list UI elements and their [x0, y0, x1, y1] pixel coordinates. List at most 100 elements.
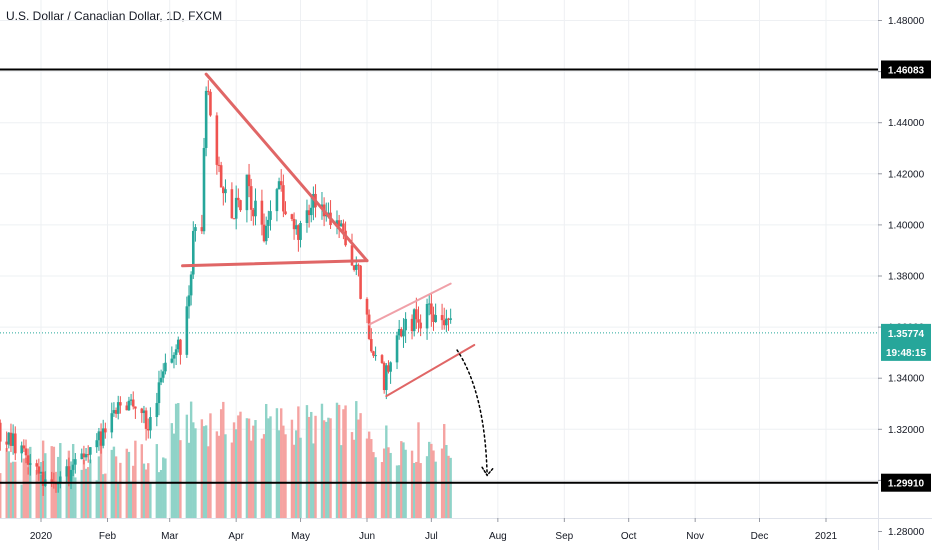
volume-bar: [322, 420, 326, 518]
volume-bar: [170, 423, 174, 518]
candle-body: [59, 476, 62, 483]
volume-bar: [219, 409, 223, 518]
volume-bar: [104, 473, 107, 518]
candle-body: [269, 211, 272, 220]
volume-bar: [164, 458, 167, 518]
candle-body: [245, 174, 249, 211]
candle-body: [415, 309, 418, 320]
candle-body: [144, 410, 148, 429]
volume-bar: [297, 406, 300, 518]
candle-body: [82, 453, 86, 458]
time-axis-tick-label: Feb: [99, 531, 117, 542]
volume-bar: [245, 418, 249, 518]
volume-bar: [9, 462, 13, 518]
candle-body: [264, 225, 268, 242]
volume-bar: [307, 416, 311, 518]
candle-body: [359, 265, 362, 299]
volume-bar: [189, 401, 193, 518]
candle-body: [69, 469, 73, 482]
candle-body: [164, 362, 167, 372]
candle-body: [9, 432, 13, 446]
candle-body: [80, 453, 84, 460]
channel-upper-line: [368, 282, 452, 326]
volume-bar: [380, 462, 384, 518]
candle-body: [277, 181, 281, 190]
volume-bar: [200, 419, 204, 518]
candle-body: [50, 479, 54, 482]
candle-body: [380, 355, 384, 363]
volume-bar: [202, 426, 206, 518]
candle-body: [187, 295, 191, 307]
volume-bar: [400, 441, 403, 518]
candle-body: [427, 303, 431, 305]
volume-bar: [224, 434, 227, 518]
volume-bar: [305, 405, 309, 518]
candle-body: [222, 187, 225, 194]
time-axis-labels: 2020 Feb Mar Apr May Jun Jul Aug Sep Oct Nov Dec 202…: [30, 518, 838, 542]
volume-bar: [260, 438, 264, 518]
volume-bar: [295, 430, 298, 518]
candle-body: [185, 306, 189, 355]
volume-bar: [397, 465, 401, 518]
time-axis-tick-label: Dec: [751, 531, 769, 542]
volume-bar: [432, 450, 435, 518]
volume-bar: [149, 482, 152, 518]
volume-bar: [269, 416, 272, 518]
volume-bar: [179, 440, 182, 518]
candle-body: [140, 408, 144, 414]
candle-body: [307, 210, 311, 216]
volume-bar: [127, 451, 131, 518]
volume-bar: [449, 457, 452, 518]
volume-bar: [187, 442, 191, 518]
candle-body: [67, 466, 71, 482]
volume-bar: [312, 443, 315, 518]
candle-body: [434, 315, 437, 323]
candle-body: [20, 445, 23, 454]
candle-body: [146, 428, 150, 431]
volume-bar: [24, 457, 28, 518]
candle-body: [206, 90, 210, 92]
candle-body: [275, 189, 279, 212]
level-price-badge-label: 1.46083: [888, 65, 925, 76]
candle-body: [112, 410, 116, 414]
volume-bar: [447, 455, 450, 518]
candle-body: [350, 245, 354, 266]
volume-bar: [110, 449, 113, 518]
candle-body: [200, 227, 204, 232]
candle-body: [232, 218, 236, 220]
candle-body: [74, 459, 77, 465]
chart-title: U.S. Dollar / Canadian Dollar, 1D, FXCM: [6, 9, 223, 23]
drawings: [181, 72, 494, 477]
volume-bar: [26, 467, 30, 518]
volume-bar: [325, 421, 328, 518]
candle-body: [26, 455, 30, 465]
candle-body: [372, 351, 375, 356]
volume-bar: [280, 408, 283, 518]
volume-bar: [95, 480, 98, 518]
candle-body: [247, 174, 251, 187]
volume-bar: [417, 422, 420, 518]
volume-bar: [117, 481, 120, 518]
candle-body: [412, 309, 416, 332]
volume-bar: [37, 466, 41, 518]
candle-body: [297, 225, 300, 240]
volume-bar: [327, 417, 330, 518]
grid: [0, 0, 878, 532]
candle-body: [161, 371, 165, 378]
candle-body: [204, 90, 208, 148]
candle-body: [320, 204, 324, 208]
volume-bar: [299, 437, 302, 518]
volume-bar: [177, 403, 180, 518]
volume-bar: [265, 403, 268, 518]
volume-bar: [11, 461, 15, 518]
candle-body: [252, 209, 255, 217]
candle-body: [430, 303, 433, 315]
candle-body: [219, 165, 223, 188]
candle-body: [157, 382, 161, 404]
candle-body: [116, 402, 120, 414]
candle-body: [237, 197, 240, 201]
candle-body: [370, 338, 373, 352]
candle-body: [125, 405, 129, 411]
candle-body: [13, 433, 17, 454]
volume-bar: [71, 444, 75, 518]
